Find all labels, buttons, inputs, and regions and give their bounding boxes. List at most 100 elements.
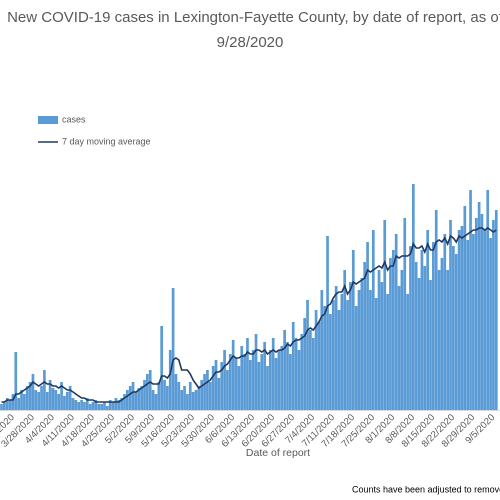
bar	[140, 386, 143, 410]
bar	[234, 358, 238, 410]
bar	[183, 386, 186, 410]
bar	[251, 350, 255, 410]
bar	[457, 230, 461, 410]
x-axis-label: Date of report	[246, 447, 310, 459]
bar	[23, 394, 26, 410]
bar	[409, 246, 412, 410]
bar	[326, 236, 329, 410]
bar	[148, 370, 152, 410]
bar	[300, 334, 304, 410]
bar	[91, 402, 95, 410]
bar	[446, 270, 450, 410]
bar	[237, 366, 241, 410]
bar	[271, 338, 275, 410]
footnote: Counts have been adjusted to remove C	[352, 484, 500, 494]
bar	[394, 234, 398, 410]
bar	[226, 370, 229, 410]
bar	[128, 386, 132, 410]
bar	[411, 184, 415, 410]
bar	[228, 354, 232, 410]
bar	[194, 390, 198, 410]
bar	[111, 402, 115, 410]
bar	[85, 398, 89, 410]
bar	[63, 396, 66, 410]
bar	[403, 218, 407, 410]
bar	[423, 266, 427, 410]
bar	[0, 404, 3, 410]
bar	[137, 388, 141, 410]
bar	[340, 294, 344, 410]
bar	[483, 230, 487, 410]
bar	[14, 352, 18, 410]
bar	[180, 390, 184, 410]
bar	[391, 250, 395, 410]
bar	[349, 282, 352, 410]
bar	[294, 338, 298, 410]
chart-title: 9/28/2020	[217, 34, 284, 51]
bar	[266, 366, 269, 410]
bar	[263, 342, 266, 410]
bar	[380, 282, 384, 410]
bar	[449, 220, 452, 410]
bar	[65, 392, 69, 410]
bar	[363, 262, 367, 410]
bar	[277, 350, 281, 410]
bar	[314, 310, 318, 410]
bar	[206, 370, 209, 410]
bar	[163, 380, 166, 410]
bar	[283, 330, 286, 410]
bar	[77, 402, 81, 410]
bar	[489, 238, 492, 410]
chart-title: New COVID-19 cases in Lexington-Fayette …	[7, 9, 500, 26]
bar	[154, 394, 158, 410]
bar	[208, 382, 212, 410]
bar	[474, 218, 478, 410]
bar	[168, 350, 172, 410]
bar	[80, 400, 83, 410]
bar	[440, 258, 444, 410]
bar	[197, 386, 201, 410]
bar	[494, 210, 498, 410]
bar	[48, 380, 52, 410]
bar	[54, 390, 58, 410]
bar	[351, 250, 355, 410]
bar	[60, 382, 63, 410]
bar	[452, 246, 455, 410]
bar	[334, 286, 338, 410]
bar	[34, 390, 38, 410]
bar	[123, 394, 126, 410]
bar	[343, 270, 347, 410]
bar	[100, 404, 103, 410]
bar	[434, 210, 438, 410]
bar	[103, 402, 106, 410]
bar	[240, 346, 244, 410]
bar	[31, 374, 35, 410]
bar	[11, 394, 15, 410]
bar	[389, 258, 392, 410]
bar	[125, 390, 129, 410]
bar	[37, 392, 41, 410]
bar	[203, 374, 206, 410]
bar	[191, 392, 195, 410]
bar	[3, 402, 6, 410]
bar	[131, 382, 135, 410]
legend-label: 7 day moving average	[62, 136, 151, 146]
bar	[134, 392, 138, 410]
bar	[337, 310, 341, 410]
bar	[309, 330, 312, 410]
bar	[171, 288, 175, 410]
bar	[5, 398, 9, 410]
bar	[157, 382, 161, 410]
bar	[306, 300, 309, 410]
bar	[286, 342, 289, 410]
bar	[211, 366, 215, 410]
bar	[45, 392, 49, 410]
bar	[220, 362, 224, 410]
bar	[480, 214, 484, 410]
bar	[400, 270, 404, 410]
bar	[68, 386, 72, 410]
bar	[28, 382, 32, 410]
bar	[243, 354, 246, 410]
bar	[354, 306, 358, 410]
bar	[454, 254, 458, 410]
